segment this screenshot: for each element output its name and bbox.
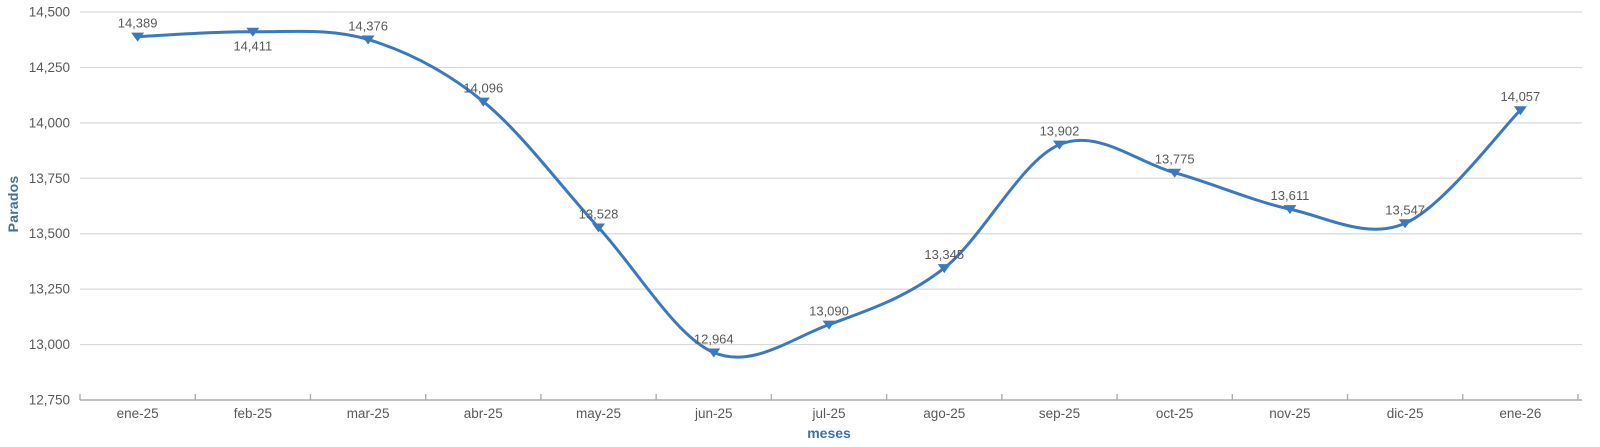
- data-point-label: 13,611: [1271, 188, 1310, 203]
- y-axis-tick-label: 13,250: [29, 282, 70, 297]
- y-axis-tick-label: 13,750: [29, 171, 70, 186]
- data-point-label: 14,057: [1501, 89, 1541, 104]
- x-axis-tick-label: ago-25: [923, 406, 965, 421]
- y-axis-tick-label: 13,000: [29, 337, 70, 352]
- x-axis-tick-label: jun-25: [694, 406, 733, 421]
- data-point-label: 14,376: [348, 18, 388, 33]
- data-point-marker[interactable]: [937, 264, 951, 274]
- x-axis-tick-label: abr-25: [464, 406, 503, 421]
- data-point-marker[interactable]: [592, 223, 606, 233]
- data-point-label: 13,547: [1385, 202, 1425, 217]
- x-axis-tick-label: sep-25: [1039, 406, 1080, 421]
- data-point-label: 13,345: [924, 247, 964, 262]
- data-point-label: 14,096: [463, 81, 503, 96]
- x-axis-tick-label: ene-26: [1499, 406, 1541, 421]
- data-point-marker[interactable]: [707, 348, 721, 358]
- y-axis-tick-label: 14,250: [29, 60, 70, 75]
- x-axis-tick-label: jul-25: [811, 406, 845, 421]
- data-point-marker[interactable]: [1398, 219, 1412, 229]
- data-point-marker[interactable]: [1168, 168, 1182, 178]
- data-point-label: 14,411: [233, 39, 272, 54]
- x-axis-tick-label: dic-25: [1387, 406, 1424, 421]
- x-axis-title: meses: [807, 425, 851, 441]
- x-axis-tick-label: mar-25: [347, 406, 390, 421]
- x-axis-tick-label: may-25: [576, 406, 621, 421]
- y-axis-tick-label: 12,750: [29, 393, 70, 408]
- data-point-label: 13,528: [579, 207, 619, 222]
- data-point-marker[interactable]: [476, 97, 490, 107]
- y-axis-tick-label: 14,000: [29, 115, 70, 130]
- data-point-marker[interactable]: [246, 27, 260, 37]
- data-point-marker[interactable]: [131, 32, 145, 42]
- y-axis-title: Parados: [5, 175, 21, 233]
- data-point-label: 13,090: [809, 304, 849, 319]
- x-axis-tick-label: oct-25: [1156, 406, 1194, 421]
- data-point-label: 12,964: [694, 332, 734, 347]
- data-point-label: 14,389: [118, 16, 158, 31]
- data-point-marker[interactable]: [1283, 205, 1297, 215]
- y-axis-tick-label: 13,500: [29, 226, 70, 241]
- data-point-marker[interactable]: [1052, 140, 1066, 150]
- data-point-label: 13,775: [1155, 152, 1195, 167]
- data-point-marker[interactable]: [822, 320, 836, 330]
- data-point-label: 13,902: [1040, 124, 1080, 139]
- x-axis-tick-label: ene-25: [117, 406, 159, 421]
- x-axis-tick-label: nov-25: [1269, 406, 1310, 421]
- data-point-marker[interactable]: [1513, 106, 1527, 116]
- y-axis-tick-label: 14,500: [29, 5, 70, 20]
- data-point-marker[interactable]: [361, 35, 375, 45]
- x-axis-tick-label: feb-25: [234, 406, 272, 421]
